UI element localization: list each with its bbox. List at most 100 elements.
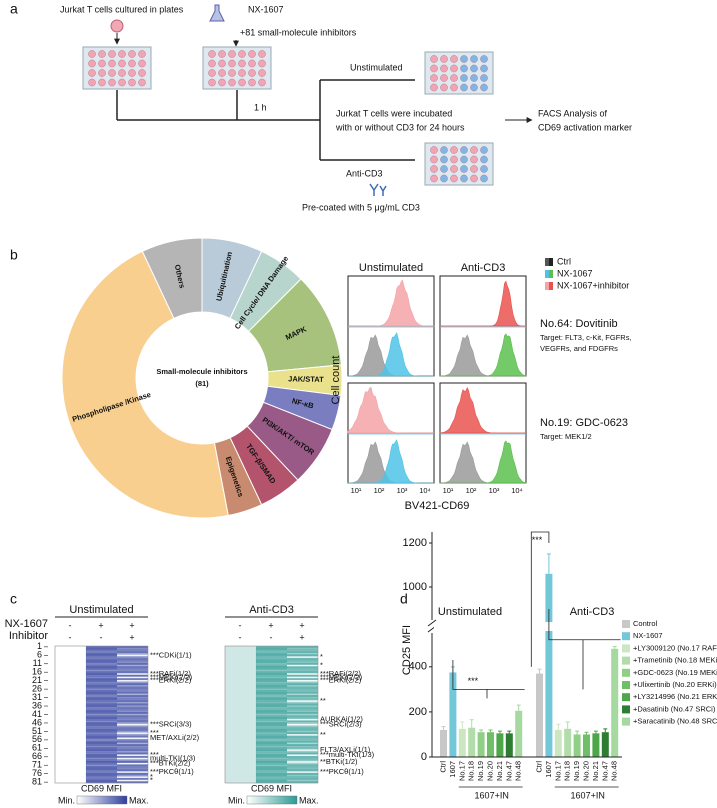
well	[450, 155, 458, 164]
target-text: Target: MEK1/2	[540, 432, 592, 441]
heatmap-cell	[117, 766, 148, 768]
heatmap-cell	[287, 676, 318, 679]
heatmap-cell	[287, 727, 318, 730]
heatmap-cell	[287, 754, 318, 757]
bar	[449, 672, 457, 757]
significance: ***	[532, 535, 543, 545]
x-tick-label: Ctrl	[534, 761, 543, 773]
well	[218, 59, 226, 68]
colorbar-min: Min.	[228, 795, 245, 805]
heatmap-cell	[117, 701, 148, 704]
well	[98, 50, 106, 58]
heatmap-cell	[86, 720, 117, 723]
heatmap-cell	[86, 656, 117, 659]
well	[450, 83, 458, 92]
histogram	[439, 387, 526, 434]
heatmap-cell	[287, 701, 318, 704]
legend-label: +Dasatinib (No.47 SRCi)	[633, 704, 716, 713]
bar	[440, 729, 447, 757]
well	[128, 50, 136, 58]
heatmap-cell	[117, 752, 148, 755]
heatmap-cell	[287, 764, 318, 767]
legend-label: +LY3009120 (No.17 RAFi)	[633, 643, 717, 652]
well	[440, 165, 448, 173]
annotation: *	[150, 772, 153, 781]
colorbar	[76, 795, 128, 805]
bar	[515, 710, 523, 757]
donut-segment	[141, 237, 203, 319]
well	[460, 174, 468, 183]
x-tick-label: No.21	[591, 761, 600, 781]
row-label: 81	[32, 777, 42, 787]
well	[460, 155, 468, 164]
well	[430, 174, 438, 183]
heatmap-cell	[117, 757, 148, 760]
heatmap-frame	[224, 645, 319, 784]
heatmap-cell	[256, 745, 287, 748]
well	[258, 50, 266, 58]
heatmap-cell	[86, 730, 117, 733]
heatmap-cell	[117, 761, 148, 763]
bar	[554, 729, 562, 757]
y-tick-label: 1200	[403, 537, 427, 549]
heatmap-cell	[86, 749, 117, 752]
well	[460, 146, 468, 154]
heatmap-cell	[86, 669, 117, 672]
x-tick-label: No.20	[485, 761, 494, 781]
annotation: ***SRCi(3/3)	[150, 720, 192, 729]
legend-label: +Trametinib (No.18 MEKi)	[633, 656, 717, 665]
heatmap-cell	[287, 652, 318, 655]
heatmap-cell	[287, 705, 318, 708]
heatmap-cell	[117, 722, 148, 725]
heatmap-cell	[256, 752, 287, 755]
heatmap-cell	[287, 767, 318, 770]
well	[208, 78, 216, 87]
annotation: MET/AXLi(2/2)	[150, 733, 200, 742]
heatmap-cell	[117, 710, 148, 713]
heatmap-cell	[287, 772, 318, 775]
axis-break	[434, 622, 624, 631]
well	[470, 165, 478, 173]
condition-text: Anti-CD3	[346, 168, 383, 178]
heatmap-cell	[287, 779, 318, 782]
heatmap-cell	[86, 654, 117, 657]
legend-swatch	[549, 258, 553, 266]
heatmap-cell	[86, 771, 117, 774]
heatmap-cell	[86, 722, 117, 725]
heatmap-cell	[86, 774, 117, 777]
heatmap-cell	[287, 706, 318, 709]
bracket	[530, 531, 550, 667]
well	[450, 146, 458, 154]
heatmap-cell	[287, 740, 318, 743]
step-text: +81 small-molecule inhibitors	[240, 27, 357, 37]
x-tick-label: No.19	[572, 761, 581, 781]
row-label: 1	[37, 641, 42, 651]
annotation: **	[320, 696, 326, 705]
well	[128, 69, 136, 77]
heatmap-cell	[86, 711, 117, 714]
heatmap-cell	[86, 676, 117, 679]
heatmap-cell	[256, 661, 287, 664]
heatmap-cell	[287, 750, 318, 753]
row-label: 16	[32, 667, 42, 677]
heatmap-cell	[256, 673, 287, 675]
x-tick-label: 1607	[448, 761, 457, 778]
group-title: Unstimulated	[438, 606, 502, 618]
heatmap-column	[224, 645, 257, 784]
heatmap-cell	[117, 779, 148, 782]
panel-label: d	[400, 591, 408, 607]
heatmap-cell	[117, 759, 148, 762]
heatmap-cell	[256, 757, 287, 760]
heatmap-cell	[256, 720, 287, 723]
y-tick-label: 400	[409, 661, 427, 673]
histogram	[347, 386, 434, 434]
heatmap-cell	[86, 701, 117, 704]
step-text: with or without CD3 for 24 hours	[335, 122, 465, 132]
heatmap-cell	[86, 735, 117, 738]
well	[430, 64, 438, 73]
heatmap-cell	[86, 700, 117, 703]
x-tick-label: No.20	[581, 761, 590, 781]
well	[88, 69, 96, 77]
well	[238, 50, 246, 58]
well	[228, 78, 236, 87]
